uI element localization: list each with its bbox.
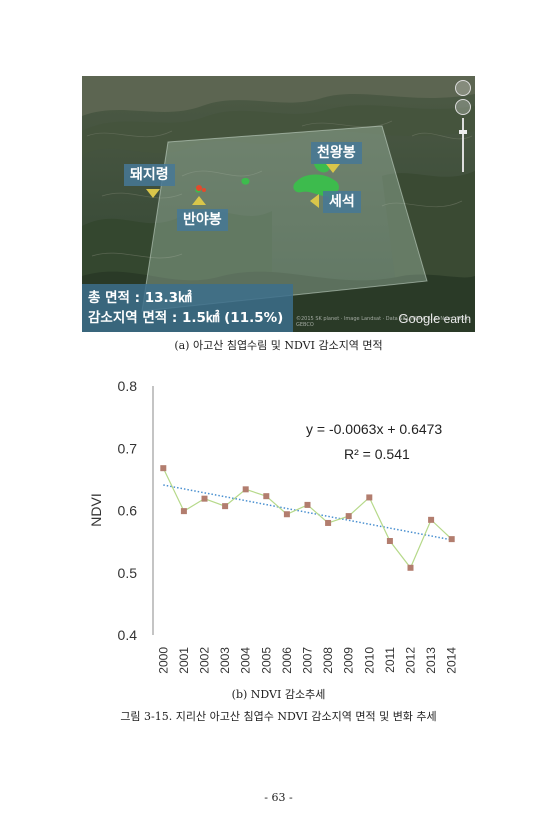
- decrease-area-text: 감소지역 면적 : 1.5㎢ (11.5%): [88, 310, 284, 326]
- x-tick-label: 2005: [259, 647, 273, 674]
- x-tick-label: 2006: [280, 647, 294, 674]
- total-area-text: 총 면적 : 13.3㎢: [88, 290, 192, 306]
- marker-cheonwangbong: [326, 164, 340, 173]
- y-tick-label: 0.5: [118, 565, 138, 581]
- x-tick-label: 2009: [342, 647, 356, 674]
- data-point: [366, 494, 373, 501]
- google-earth-logo: Google earth: [398, 311, 471, 326]
- page-number: - 63 -: [264, 791, 293, 804]
- x-tick-label: 2002: [198, 647, 212, 674]
- map-navigation-control[interactable]: [455, 80, 471, 174]
- x-tick-label: 2008: [321, 647, 335, 674]
- data-point: [345, 513, 352, 520]
- x-tick-label: 2014: [445, 647, 459, 674]
- data-point: [448, 536, 455, 543]
- trend-line: [163, 484, 452, 541]
- x-tick-label: 2012: [404, 647, 418, 674]
- figure-caption: 그림 3-15. 지리산 아고산 침엽수 NDVI 감소지역 면적 및 변화 추…: [120, 710, 437, 723]
- data-point: [222, 503, 229, 510]
- caption-b: (b) NDVI 감소추세: [231, 688, 326, 701]
- data-point: [242, 486, 249, 493]
- data-point: [263, 493, 270, 500]
- satellite-image: 돼지령 반야봉 천왕봉 세석 ©2015 SK planet · Image L…: [82, 76, 475, 332]
- y-tick-label: 0.6: [118, 503, 138, 519]
- marker-dwaejiryeong: [146, 189, 160, 198]
- y-tick-label: 0.8: [118, 378, 138, 394]
- area-stats-box: 총 면적 : 13.3㎢ 감소지역 면적 : 1.5㎢ (11.5%): [82, 284, 293, 332]
- ylabel: NDVI: [88, 493, 104, 526]
- label-cheonwangbong: 천왕봉: [311, 142, 362, 164]
- copyright-text: ©2015 SK planet · Image Landsat · Data S…: [296, 316, 469, 328]
- x-tick-label: 2001: [177, 647, 191, 674]
- marker-banyabong: [192, 196, 206, 205]
- data-point: [180, 508, 187, 515]
- trend-equation: y = -0.0063x + 0.6473: [306, 421, 442, 437]
- zoom-slider-knob[interactable]: [459, 130, 467, 134]
- data-point: [283, 511, 290, 518]
- label-dwaejiryeong: 돼지령: [124, 164, 175, 186]
- x-tick-label: 2010: [362, 647, 376, 674]
- google-logo-text: Google: [398, 311, 441, 326]
- data-point: [304, 501, 311, 508]
- pan-control-icon[interactable]: [455, 99, 471, 115]
- x-tick-label: 2013: [424, 647, 438, 674]
- earth-logo-text: earth: [443, 312, 471, 326]
- data-point: [386, 538, 393, 545]
- x-tick-label: 2000: [156, 647, 170, 674]
- compass-icon[interactable]: [455, 80, 471, 96]
- data-point: [325, 519, 332, 526]
- r-squared: R² = 0.541: [344, 446, 410, 462]
- data-point: [428, 516, 435, 523]
- marker-seseok: [310, 194, 319, 208]
- label-seseok: 세석: [323, 191, 361, 213]
- x-tick-label: 2007: [301, 647, 315, 674]
- x-tick-label: 2011: [383, 647, 397, 673]
- ndvi-chart: 0.8 0.7 0.6 0.5 0.4 2000 2001 2002 2003 2004 2005…: [88, 378, 459, 674]
- series-line: [162, 467, 453, 569]
- data-point: [160, 465, 167, 472]
- x-tick-label: 2003: [218, 647, 232, 674]
- zoom-slider[interactable]: [459, 118, 467, 172]
- terrain-map: [82, 76, 475, 332]
- data-point: [407, 564, 414, 571]
- caption-a: (a) 아고산 침엽수림 및 NDVI 감소지역 면적: [174, 339, 383, 352]
- y-tick-label: 0.4: [118, 627, 138, 643]
- x-tick-label: 2004: [239, 647, 253, 674]
- data-point: [201, 495, 208, 502]
- y-tick-label: 0.7: [118, 440, 138, 456]
- label-banyabong: 반야봉: [177, 209, 228, 231]
